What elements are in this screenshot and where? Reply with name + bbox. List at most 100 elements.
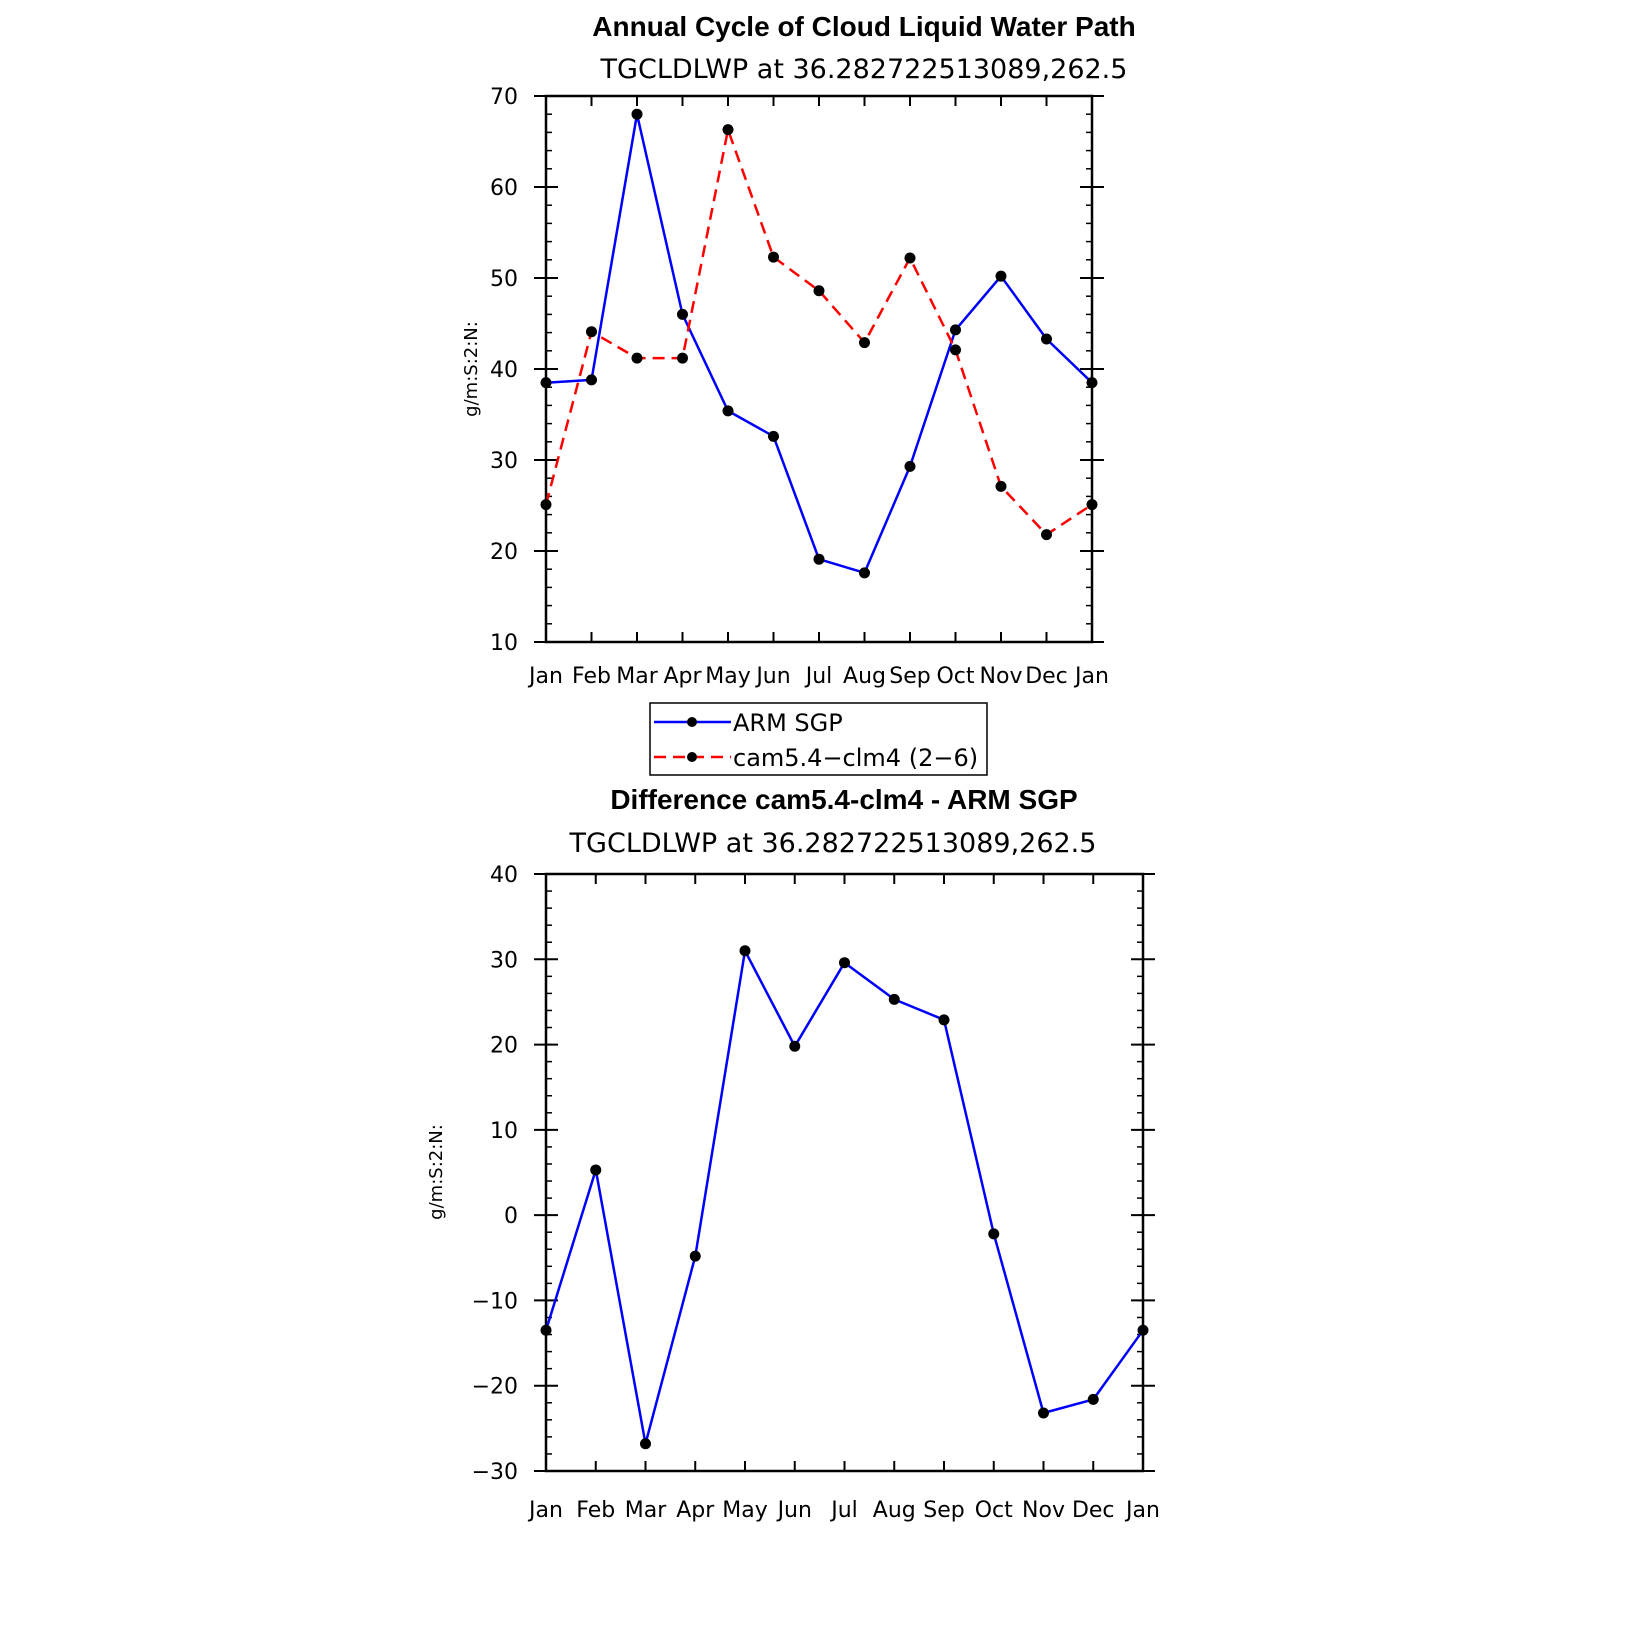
x-tick-label: Mar	[616, 664, 658, 689]
x-tick-label: Feb	[572, 664, 611, 689]
y-tick-label: 10	[490, 631, 518, 656]
y-tick-label: 50	[490, 267, 518, 292]
data-point	[859, 337, 870, 349]
y-tick-label: 0	[504, 1204, 518, 1229]
series-line-0	[545, 112, 1093, 575]
y-tick-labels: 10 20 30 40 50 60 70	[490, 85, 518, 656]
y-axis-label: g/m:S:2:N:	[426, 1124, 447, 1220]
legend: ARM SGP cam5.4−clm4 (2−6)	[649, 702, 988, 776]
y-axis-label: g/m:S:2:N:	[461, 321, 482, 417]
x-tick-label: Jul	[829, 1498, 858, 1523]
y-tick-label: 40	[490, 358, 518, 383]
y-tick-label: 70	[490, 85, 518, 110]
data-point	[677, 308, 688, 320]
data-point	[631, 352, 643, 364]
annual-cycle-chart: Annual Cycle of Cloud Liquid Water Path …	[461, 11, 1136, 689]
data-point	[631, 108, 643, 120]
data-point	[904, 460, 916, 472]
x-tick-label: Oct	[975, 1498, 1013, 1523]
x-tick-label: Jan	[527, 664, 563, 689]
x-tick-label: Dec	[1025, 664, 1068, 689]
legend-marker-arm	[687, 717, 697, 727]
data-point	[586, 326, 597, 338]
data-point	[586, 374, 597, 386]
legend-box	[649, 702, 988, 776]
data-point	[540, 377, 552, 389]
data-point	[813, 553, 825, 565]
x-tick-label: Feb	[576, 1498, 615, 1523]
data-point	[722, 405, 734, 417]
data-point	[904, 252, 916, 264]
x-tick-label: May	[705, 664, 750, 689]
data-point	[813, 285, 825, 297]
data-point	[540, 499, 552, 511]
y-tick-label: 20	[490, 540, 518, 565]
data-point	[689, 1250, 701, 1262]
data-point	[995, 480, 1007, 492]
x-tick-label: Oct	[936, 664, 974, 689]
data-point	[1086, 377, 1098, 389]
x-tick-label: Nov	[1022, 1498, 1065, 1523]
x-tick-label: Jan	[1073, 664, 1109, 689]
x-tick-label: Aug	[873, 1498, 916, 1523]
x-tick-label: Apr	[676, 1498, 715, 1523]
data-point	[722, 124, 734, 136]
y-tick-label: 30	[490, 948, 518, 973]
chart-subtitle: TGCLDLWP at 36.282722513089,262.5	[600, 54, 1128, 85]
data-point	[677, 352, 688, 364]
chart-title: Annual Cycle of Cloud Liquid Water Path	[592, 11, 1135, 42]
x-tick-label: Jan	[1124, 1498, 1160, 1523]
y-tick-label: −10	[472, 1289, 518, 1314]
data-point	[739, 945, 751, 957]
legend-label-arm: ARM SGP	[733, 709, 843, 737]
x-tick-label: Mar	[625, 1498, 667, 1523]
axis-ticks	[534, 873, 1155, 1472]
y-tick-label: 40	[490, 863, 518, 888]
legend-marker-model	[687, 752, 697, 762]
data-point	[590, 1164, 602, 1176]
legend-label-model: cam5.4−clm4 (2−6)	[733, 744, 978, 772]
x-tick-label: Jan	[527, 1498, 563, 1523]
y-tick-label: 30	[490, 449, 518, 474]
y-tick-label: −20	[472, 1375, 518, 1400]
x-tick-label: Sep	[923, 1498, 964, 1523]
y-tick-label: 20	[490, 1034, 518, 1059]
y-tick-label: −30	[472, 1460, 518, 1485]
data-point	[1086, 499, 1098, 511]
chart-title: Difference cam5.4-clm4 - ARM SGP	[610, 784, 1077, 815]
data-point	[950, 344, 961, 356]
y-tick-label: 60	[490, 176, 518, 201]
data-point	[1041, 529, 1052, 541]
series-group	[540, 945, 1149, 1450]
series-group	[540, 108, 1098, 579]
legend-item-model: cam5.4−clm4 (2−6)	[654, 744, 978, 772]
axis-ticks	[534, 95, 1104, 643]
data-point	[768, 251, 779, 263]
data-point	[768, 430, 779, 442]
x-tick-label: Aug	[843, 664, 886, 689]
legend-item-arm: ARM SGP	[654, 709, 843, 737]
data-point	[950, 324, 961, 336]
x-tick-label: Dec	[1072, 1498, 1115, 1523]
x-tick-label: May	[722, 1498, 767, 1523]
data-point	[540, 1324, 552, 1336]
data-point	[859, 567, 870, 579]
y-tick-labels: −30 −20 −10 0 10 20 30 40	[472, 863, 518, 1485]
x-tick-label: Jun	[776, 1498, 812, 1523]
x-tick-label: Jul	[804, 664, 833, 689]
data-point	[995, 270, 1007, 282]
data-point	[640, 1438, 651, 1450]
data-point	[789, 1040, 801, 1052]
y-tick-label: 10	[490, 1119, 518, 1144]
difference-chart: Difference cam5.4-clm4 - ARM SGP TGCLDLW…	[426, 784, 1160, 1523]
chart-subtitle: TGCLDLWP at 36.282722513089,262.5	[569, 828, 1097, 859]
x-tick-label: Apr	[663, 664, 702, 689]
x-tick-label: Jun	[754, 664, 790, 689]
series-line-1	[544, 128, 1093, 536]
data-point	[839, 957, 850, 969]
data-point	[938, 1014, 950, 1026]
data-point	[1038, 1407, 1049, 1419]
data-point	[988, 1228, 1000, 1240]
data-point	[1041, 333, 1052, 345]
